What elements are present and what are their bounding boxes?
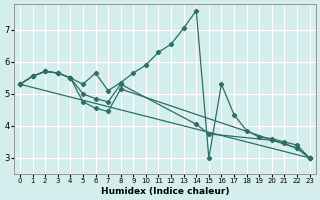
X-axis label: Humidex (Indice chaleur): Humidex (Indice chaleur) [100, 187, 229, 196]
